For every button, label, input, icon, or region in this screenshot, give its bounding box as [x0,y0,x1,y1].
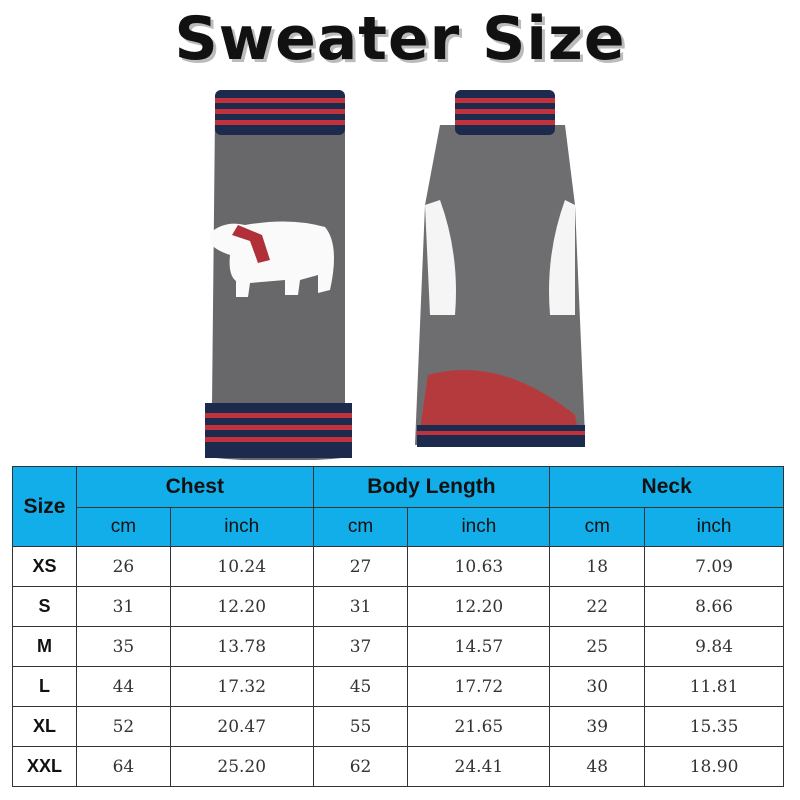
table-row: L 44 17.32 45 17.72 30 11.81 [12,666,784,707]
measurement-cell: 52 [75,706,171,747]
measurement-cell: 12.20 [407,586,551,627]
size-cell: L [12,666,77,707]
measurement-cell: 48 [549,746,646,787]
measurement-cell: 44 [75,666,171,707]
unit-header: cm [549,507,646,547]
measurement-cell: 20.47 [169,706,314,747]
measurement-cell: 22 [549,586,646,627]
measurement-cell: 15.35 [644,706,784,747]
polar-bear-icon [210,221,334,297]
unit-header: inch [169,507,314,547]
neck-header: Neck [549,466,784,508]
size-chart-table: Size Chest Body Length Neck cm inch cm i… [12,466,784,787]
sweater-images [205,90,585,460]
measurement-cell: 55 [312,706,409,747]
measurement-cell: 21.65 [407,706,551,747]
measurement-cell: 10.24 [169,546,314,587]
measurement-cell: 26 [75,546,171,587]
measurement-cell: 35 [75,626,171,667]
page-title: Sweater Size [174,4,626,74]
measurement-cell: 25 [549,626,646,667]
measurement-cell: 12.20 [169,586,314,627]
chest-header: Chest [75,466,314,508]
size-cell: S [12,586,77,627]
measurement-cell: 31 [312,586,409,627]
table-row: XXL 64 25.20 62 24.41 48 18.90 [12,746,784,787]
measurement-cell: 27 [312,546,409,587]
measurement-cell: 11.81 [644,666,784,707]
size-cell: M [12,626,77,667]
measurement-cell: 14.57 [407,626,551,667]
measurement-cell: 9.84 [644,626,784,667]
sweater-front-image [205,90,352,460]
header-row-groups: Size Chest Body Length Neck [12,466,784,547]
measurement-cell: 17.32 [169,666,314,707]
measurement-cell: 25.20 [169,746,314,787]
measurement-cell: 30 [549,666,646,707]
size-cell: XL [12,706,77,747]
table-row: XL 52 20.47 55 21.65 39 15.35 [12,706,784,747]
measurement-cell: 37 [312,626,409,667]
size-cell: XXL [12,746,77,787]
unit-header: cm [312,507,409,547]
table-row: S 31 12.20 31 12.20 22 8.66 [12,586,784,627]
measurement-cell: 13.78 [169,626,314,667]
measurement-cell: 31 [75,586,171,627]
measurement-cell: 8.66 [644,586,784,627]
measurement-cell: 39 [549,706,646,747]
measurement-cell: 10.63 [407,546,551,587]
measurement-cell: 62 [312,746,409,787]
table-row: XS 26 10.24 27 10.63 18 7.09 [12,546,784,587]
body-length-header: Body Length [312,466,551,508]
measurement-cell: 18 [549,546,646,587]
unit-header: cm [75,507,171,547]
sweater-back-image [415,90,585,447]
unit-header: inch [407,507,551,547]
header-row-units: cm inch cm inch cm inch [13,507,784,547]
measurement-cell: 45 [312,666,409,707]
size-header: Size [12,466,77,547]
size-cell: XS [12,546,77,587]
measurement-cell: 7.09 [644,546,784,587]
measurement-cell: 18.90 [644,746,784,787]
measurement-cell: 24.41 [407,746,551,787]
measurement-cell: 17.72 [407,666,551,707]
table-row: M 35 13.78 37 14.57 25 9.84 [12,626,784,667]
unit-header: inch [644,507,784,547]
measurement-cell: 64 [75,746,171,787]
